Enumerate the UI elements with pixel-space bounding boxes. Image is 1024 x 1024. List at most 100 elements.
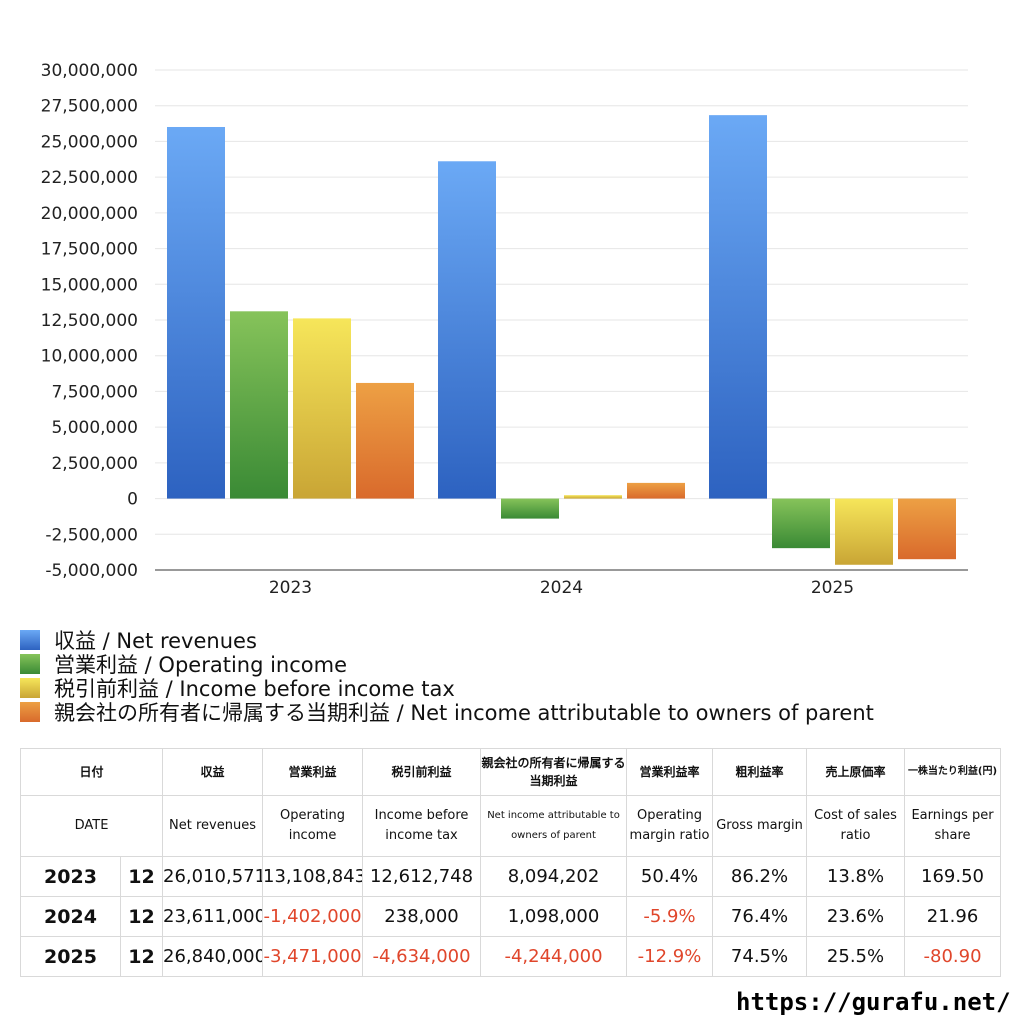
bar-2024-series-2 [501,498,559,519]
legend-swatch-net-income-parent [20,702,40,722]
table-cell: 26,010,571 [162,856,264,897]
x-tick-label: 2025 [811,578,854,598]
header-cost-ratio-en: Cost of sales ratio [806,795,906,857]
y-tick-label: 7,500,000 [51,382,138,402]
table-cell: 74.5% [712,936,808,977]
table-cell: -1,402,000 [262,896,364,937]
table-cell: 86.2% [712,856,808,897]
header-operating-margin-en: Operating margin ratio [626,795,714,857]
legend-item-operating-income: 営業利益 / Operating income [20,652,874,677]
y-tick-label: -5,000,000 [45,561,138,581]
header-gross-margin-en: Gross margin [712,795,808,857]
table-cell: -4,244,000 [480,936,628,977]
row-year: 2023 [20,856,121,897]
row-year: 2025 [20,936,121,977]
bar-2024-series-4 [627,482,685,499]
header-operating-margin-jp: 営業利益率 [626,748,714,796]
y-tick-label: 27,500,000 [41,97,138,117]
table-cell: 21.96 [904,896,1002,937]
table-cell: 13,108,843 [262,856,364,897]
y-tick-label: 5,000,000 [51,418,138,438]
header-gross-margin-jp: 粗利益率 [712,748,808,796]
bar-2024-series-3 [564,495,622,499]
y-tick-label: 17,500,000 [41,240,138,260]
header-net-income-parent-jp: 親会社の所有者に帰属する当期利益 [480,748,628,796]
table-row: 2023 12 26,010,571 13,108,843 12,612,748 8,09… [20,856,1002,897]
y-tick-label: 0 [127,490,138,510]
table-body: 2023 12 26,010,571 13,108,843 12,612,748 8,09… [20,856,1002,977]
table-cell: 76.4% [712,896,808,937]
bar-2024-series-1 [438,161,496,499]
legend-item-net-revenues: 収益 / Net revenues [20,628,874,653]
table-cell: -12.9% [626,936,714,977]
bar-2023-series-4 [356,382,414,499]
table-cell: 26,840,000 [162,936,264,977]
table-cell: -4,634,000 [362,936,482,977]
header-cost-ratio-jp: 売上原価率 [806,748,906,796]
bar-2025-series-2 [772,498,830,549]
row-month: 12 [119,936,164,977]
y-tick-label: -2,500,000 [45,525,138,545]
header-date-jp: 日付 [19,748,164,796]
table-cell: 8,094,202 [480,856,628,897]
chart-legend: 収益 / Net revenues 営業利益 / Operating incom… [20,628,874,725]
legend-swatch-operating-income [20,654,40,674]
header-operating-income-en: Operating income [262,795,364,857]
table-row: 2025 12 26,840,000 -3,471,000 -4,634,000 -4,2… [20,936,1002,977]
x-tick-label: 2024 [540,578,583,598]
y-tick-label: 15,000,000 [41,275,138,295]
y-tick-label: 10,000,000 [41,347,138,367]
y-tick-label: 2,500,000 [51,454,138,474]
legend-label: 税引前利益 / Income before income tax [54,677,455,701]
table-cell: 13.8% [806,856,906,897]
legend-item-income-before-tax: 税引前利益 / Income before income tax [20,676,874,701]
table-cell: 1,098,000 [480,896,628,937]
table-cell: 169.50 [904,856,1002,897]
legend-label: 収益 / Net revenues [54,629,257,653]
table-cell: 238,000 [362,896,482,937]
header-eps-jp: 一株当たり利益(円) [904,748,1002,796]
legend-label: 親会社の所有者に帰属する当期利益 / Net income attributab… [54,701,874,725]
legend-item-net-income-parent: 親会社の所有者に帰属する当期利益 / Net income attributab… [20,700,874,725]
header-income-before-tax-en: Income before income tax [362,795,482,857]
header-income-before-tax-jp: 税引前利益 [362,748,482,796]
header-net-revenues-jp: 収益 [162,748,264,796]
table-cell: 23.6% [806,896,906,937]
table-cell: 25.5% [806,936,906,977]
y-tick-label: 12,500,000 [41,311,138,331]
bar-chart: 30,000,000 27,500,000 25,000,000 22,500,000… [41,61,968,598]
table-row: 2024 12 23,611,000 -1,402,000 238,000 1,098,0… [20,896,1002,937]
legend-label: 営業利益 / Operating income [54,653,348,677]
table-cell: 23,611,000 [162,896,264,937]
bar-2025-series-4 [898,498,956,560]
table-cell: -80.90 [904,936,1002,977]
bar-2023-series-2 [230,311,288,499]
table-cell: -5.9% [626,896,714,937]
table-cell: -3,471,000 [262,936,364,977]
table-cell: 50.4% [626,856,714,897]
table-header-en: DATE Net revenues Operating income Incom… [19,795,1002,857]
y-tick-label: 25,000,000 [41,132,138,152]
y-tick-label: 30,000,000 [41,61,138,81]
header-date-en: DATE [19,795,164,857]
x-tick-label: 2023 [269,578,312,598]
header-net-income-parent-en: Net income attributable to owners of par… [480,795,628,857]
bar-2025-series-1 [709,115,767,499]
row-year: 2024 [20,896,121,937]
header-net-revenues-en: Net revenues [162,795,264,857]
header-operating-income-jp: 営業利益 [262,748,364,796]
table-header-jp: 日付 収益 営業利益 税引前利益 親会社の所有者に帰属する当期利益 営業利益率 … [19,748,1002,796]
legend-swatch-income-before-tax [20,678,40,698]
bar-2023-series-3 [293,318,351,499]
financial-data-table: 日付 収益 営業利益 税引前利益 親会社の所有者に帰属する当期利益 営業利益率 … [19,748,1002,977]
table-cell: 12,612,748 [362,856,482,897]
site-url: https://gurafu.net/ [736,988,1011,1016]
row-month: 12 [119,856,164,897]
y-tick-label: 20,000,000 [41,204,138,224]
y-tick-label: 22,500,000 [41,168,138,188]
legend-swatch-net-revenues [20,630,40,650]
bar-2023-series-1 [167,126,225,499]
bar-2025-series-3 [835,498,893,565]
row-month: 12 [119,896,164,937]
header-eps-en: Earnings per share [904,795,1002,857]
